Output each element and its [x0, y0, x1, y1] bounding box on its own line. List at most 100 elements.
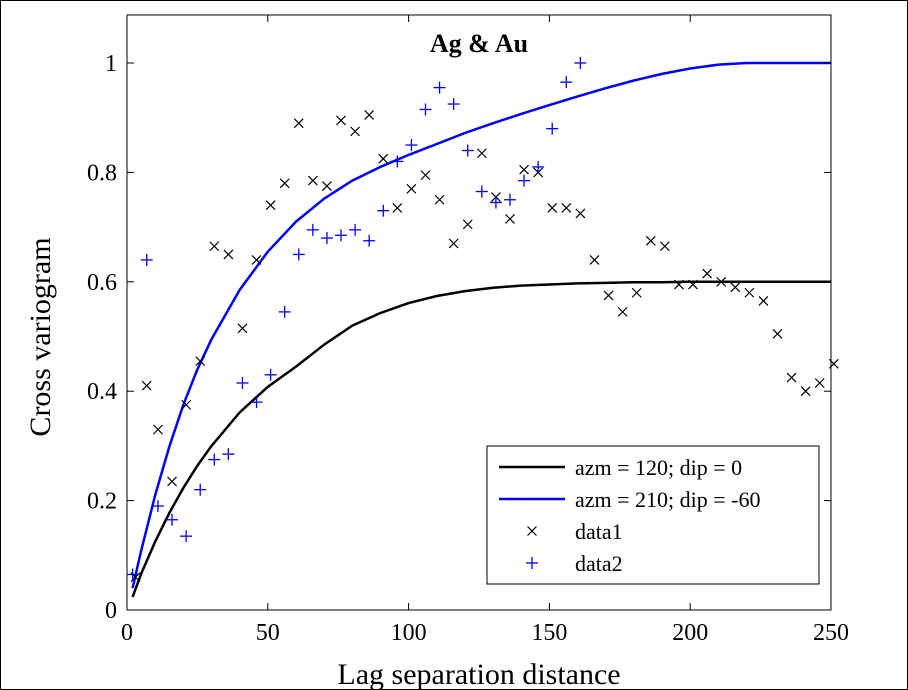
cross-marker — [688, 279, 698, 290]
cross-marker — [307, 175, 318, 186]
cross-marker — [800, 386, 811, 397]
cross-marker — [702, 268, 713, 279]
marker-stroke — [772, 328, 783, 339]
plus-marker — [320, 232, 333, 245]
cross-marker — [659, 241, 670, 252]
plus-marker — [151, 500, 164, 513]
model-curves — [131, 61, 831, 598]
legend-entry: azm = 120; dip = 0 — [499, 455, 742, 480]
x-tick-label: 250 — [813, 620, 849, 646]
cross-marker — [617, 306, 628, 317]
marker-stroke — [153, 424, 163, 435]
cross-marker — [141, 380, 152, 391]
cross-marker — [392, 203, 403, 213]
cross-marker — [251, 254, 262, 265]
x-tick-label: 50 — [256, 620, 280, 646]
cross-marker — [350, 126, 361, 137]
cross-marker — [406, 183, 417, 194]
marker-stroke — [322, 181, 332, 191]
x-axis-label: Lag separation distance — [337, 658, 620, 690]
cross-marker — [505, 213, 515, 224]
marker-stroke — [141, 380, 152, 391]
cross-marker — [744, 287, 755, 298]
marker-stroke — [547, 203, 558, 213]
marker-stroke — [420, 170, 431, 181]
cross-marker — [434, 194, 445, 205]
marker-stroke — [744, 287, 755, 298]
marker-stroke — [519, 164, 529, 175]
cross-marker — [589, 254, 600, 265]
plus-marker — [447, 98, 460, 111]
marker-stroke — [828, 358, 839, 369]
plus-marker — [532, 160, 545, 173]
plus-marker — [349, 223, 362, 236]
plus-marker — [278, 305, 291, 318]
cross-marker — [195, 356, 206, 367]
marker-stroke — [378, 153, 389, 164]
marker-stroke — [364, 110, 375, 120]
marker-stroke — [786, 372, 797, 383]
cross-marker — [378, 153, 389, 164]
marker-stroke — [814, 378, 825, 388]
marker-stroke — [688, 279, 698, 290]
cross-marker — [758, 296, 769, 306]
marker-stroke — [434, 194, 445, 205]
marker-stroke — [195, 356, 206, 367]
x-tick-label: 100 — [391, 620, 427, 646]
cross-marker — [561, 203, 572, 213]
marker-stroke — [575, 208, 586, 219]
cross-marker — [293, 118, 304, 129]
plus-marker — [264, 368, 277, 381]
plus-marker — [475, 185, 488, 198]
cross-marker — [167, 476, 177, 487]
cross-marker — [448, 238, 459, 249]
marker-stroke — [561, 203, 572, 213]
cross-marker — [420, 170, 431, 181]
marker-stroke — [800, 386, 811, 397]
plus-marker — [222, 448, 235, 461]
marker-stroke — [279, 178, 290, 189]
legend-label: azm = 210; dip = -60 — [575, 487, 761, 512]
marker-stroke — [406, 183, 417, 194]
marker-stroke — [674, 279, 684, 290]
cross-marker — [814, 378, 825, 388]
data-points — [126, 57, 839, 583]
cross-marker — [223, 249, 234, 260]
marker-stroke — [307, 175, 318, 186]
plus-marker — [292, 248, 305, 261]
cross-marker — [462, 219, 473, 230]
marker-stroke — [702, 268, 713, 279]
cross-marker — [322, 181, 332, 191]
marker-stroke — [631, 287, 642, 298]
cross-marker — [772, 328, 783, 339]
plus-marker — [335, 229, 348, 242]
marker-stroke — [293, 118, 304, 129]
cross-marker — [631, 287, 642, 298]
legend-label: data1 — [575, 519, 623, 544]
marker-stroke — [392, 203, 403, 213]
marker-stroke — [603, 290, 614, 301]
legend-entry: data1 — [527, 519, 623, 544]
marker-stroke — [476, 148, 487, 159]
cross-marker — [645, 235, 656, 246]
marker-stroke — [167, 476, 177, 487]
marker-stroke — [589, 254, 600, 265]
cross-marker — [786, 372, 797, 383]
legend-entry: data2 — [526, 551, 623, 576]
marker-stroke — [350, 126, 361, 137]
x-tick-label: 0 — [121, 620, 133, 646]
marker-stroke — [237, 323, 248, 334]
plus-marker — [126, 568, 139, 581]
y-tick-label: 0.8 — [87, 160, 117, 186]
marker-stroke — [462, 219, 473, 230]
cross-marker — [575, 208, 586, 219]
marker-stroke — [181, 399, 192, 410]
plus-marker — [489, 196, 502, 209]
cross-marker — [476, 148, 487, 159]
legend-label: azm = 120; dip = 0 — [575, 455, 742, 480]
plus-marker — [461, 144, 474, 157]
cross-marker — [237, 323, 248, 334]
series-line-1 — [131, 61, 831, 589]
marker-stroke — [730, 282, 741, 293]
